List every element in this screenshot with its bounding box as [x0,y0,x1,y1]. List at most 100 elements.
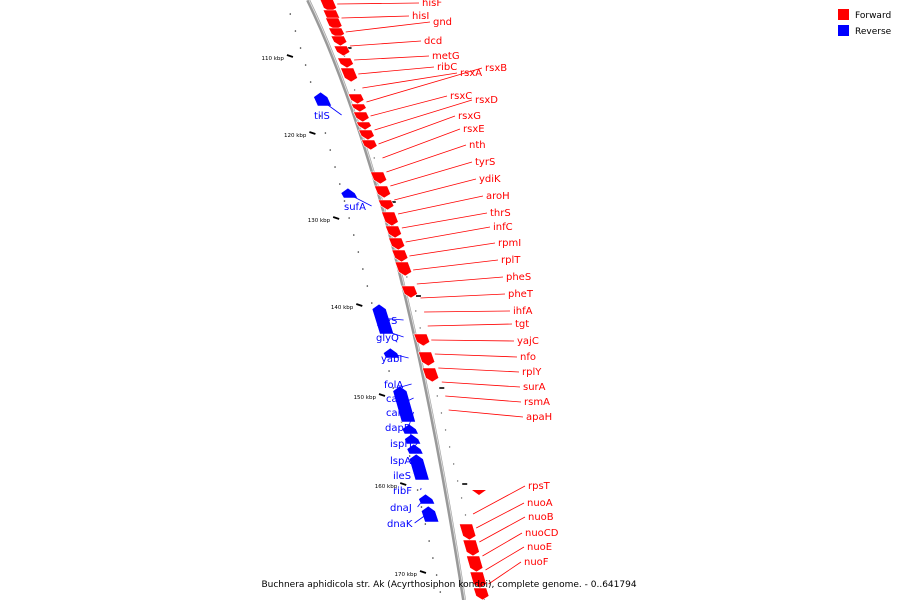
gene-label-rpsT: rpsT [528,481,551,492]
forward-gene-27 [462,539,480,557]
forward-gene-marker [472,490,486,495]
forward-gene-28 [466,555,484,573]
minor-dot [329,149,332,151]
forward-gene-12 [358,129,375,141]
minor-dot [420,506,423,508]
legend-reverse-label: Reverse [855,27,892,37]
gene-label-glyQ: glyQ [376,333,399,344]
kbp-tick-mark [356,303,363,307]
minor-dot [444,429,447,431]
leader-ispH [411,442,418,450]
gene-label-rplT: rplT [501,255,521,266]
gene-label-surA: surA [523,382,546,393]
forward-gene-23 [413,333,431,347]
leader-tilS [319,98,342,116]
label-leader-lines [319,2,526,585]
forward-gene-10 [352,111,370,123]
minor-dot [338,183,341,185]
kbp-tick-label: 140 kbp [331,305,354,311]
minor-dot [436,395,438,397]
gene-label-rsmA: rsmA [524,397,550,408]
leader-nuoF [488,561,522,585]
forward-gene-18 [384,225,402,239]
legend-forward-label: Forward [855,11,891,21]
gene-label-ribF: ribF [393,486,412,497]
gene-label-aroH: aroH [486,191,510,202]
forward-gene-16 [377,199,395,211]
leader-nuoCD [482,532,523,557]
minor-dot [289,13,292,15]
minor-dot [352,234,355,236]
minor-dot [456,480,459,482]
gene-label-nuoB: nuoB [528,512,554,523]
gene-label-tgt: tgt [515,319,529,330]
gene-label-tilS: tilS [314,111,330,122]
gene-label-nfo: nfo [520,352,536,363]
leader-nfo [434,353,518,358]
minor-dot [448,446,451,448]
forward-gene-19 [388,237,406,251]
gene-label-folA: folA [384,380,403,391]
reverse-gene-0 [313,91,333,107]
leader-thrS [401,212,488,229]
leader-rpsT [472,485,526,515]
leader-dcd [349,40,422,47]
leader-dapB [409,426,413,440]
leader-glyS [379,317,404,321]
leader-apaH [448,409,524,418]
leader-rsxC [370,95,448,117]
minor-dot [353,89,356,91]
leader-carB [401,397,414,405]
gene-label-yajC: yajC [517,336,539,347]
forward-gene-24 [417,351,436,367]
gene-label-rsxG: rsxG [458,111,481,122]
minor-dot [370,302,373,304]
leader-ihfA [424,310,511,313]
leader-rsxG [378,115,456,145]
leader-lspA [415,459,418,467]
minor-dot [304,64,307,66]
gene-label-thrS: thrS [490,208,511,219]
gene-label-nuoF: nuoF [524,557,549,568]
leader-metG [354,55,430,61]
minor-dot [408,455,411,457]
genome-backbone [306,0,466,600]
gene-label-dnaK: dnaK [387,519,413,530]
kbp-tick-mark [332,216,340,220]
kbp-tick-mark [399,482,407,486]
minor-dot [439,591,442,593]
forward-gene-9 [350,103,367,113]
leader-yabI [388,352,409,359]
reverse-gene-9 [418,493,436,505]
leader-pheS [416,276,504,285]
reverse-gene-2 [371,303,395,335]
minor-dot [366,285,369,287]
gene-label-pheT: pheT [508,289,534,300]
forward-gene-25 [421,367,440,383]
leader-ydiK [394,178,477,201]
forward-gene-13 [360,139,378,151]
forward-gene-26 [458,523,477,541]
kbp-tick-label: 110 kbp [262,56,285,62]
leader-rpmI [409,242,496,257]
gene-label-rsxD: rsxD [475,95,498,106]
minor-dot [294,30,297,32]
minor-dot [319,115,322,117]
leader-surA [441,381,521,388]
gene-label-carB: carB [386,394,409,405]
gene-label-dcd: dcd [424,36,442,47]
forward-gene-6 [337,57,354,69]
gene-label-ispH: ispH [390,439,412,450]
forward-gene-21 [394,261,413,277]
legend-forward-swatch [838,9,849,20]
gene-label-rpmI: rpmI [498,238,521,249]
leader-yajC [431,339,515,342]
minor-dot [464,514,467,516]
gene-label-yabI: yabI [381,354,402,365]
gene-label-nuoA: nuoA [527,498,553,509]
gene-label-gnd: gnd [433,17,452,28]
minor-dot [309,81,312,83]
kbp-tick-label: 160 kbp [375,484,398,490]
leader-tyrS [390,161,473,187]
minor-dot [357,251,360,253]
